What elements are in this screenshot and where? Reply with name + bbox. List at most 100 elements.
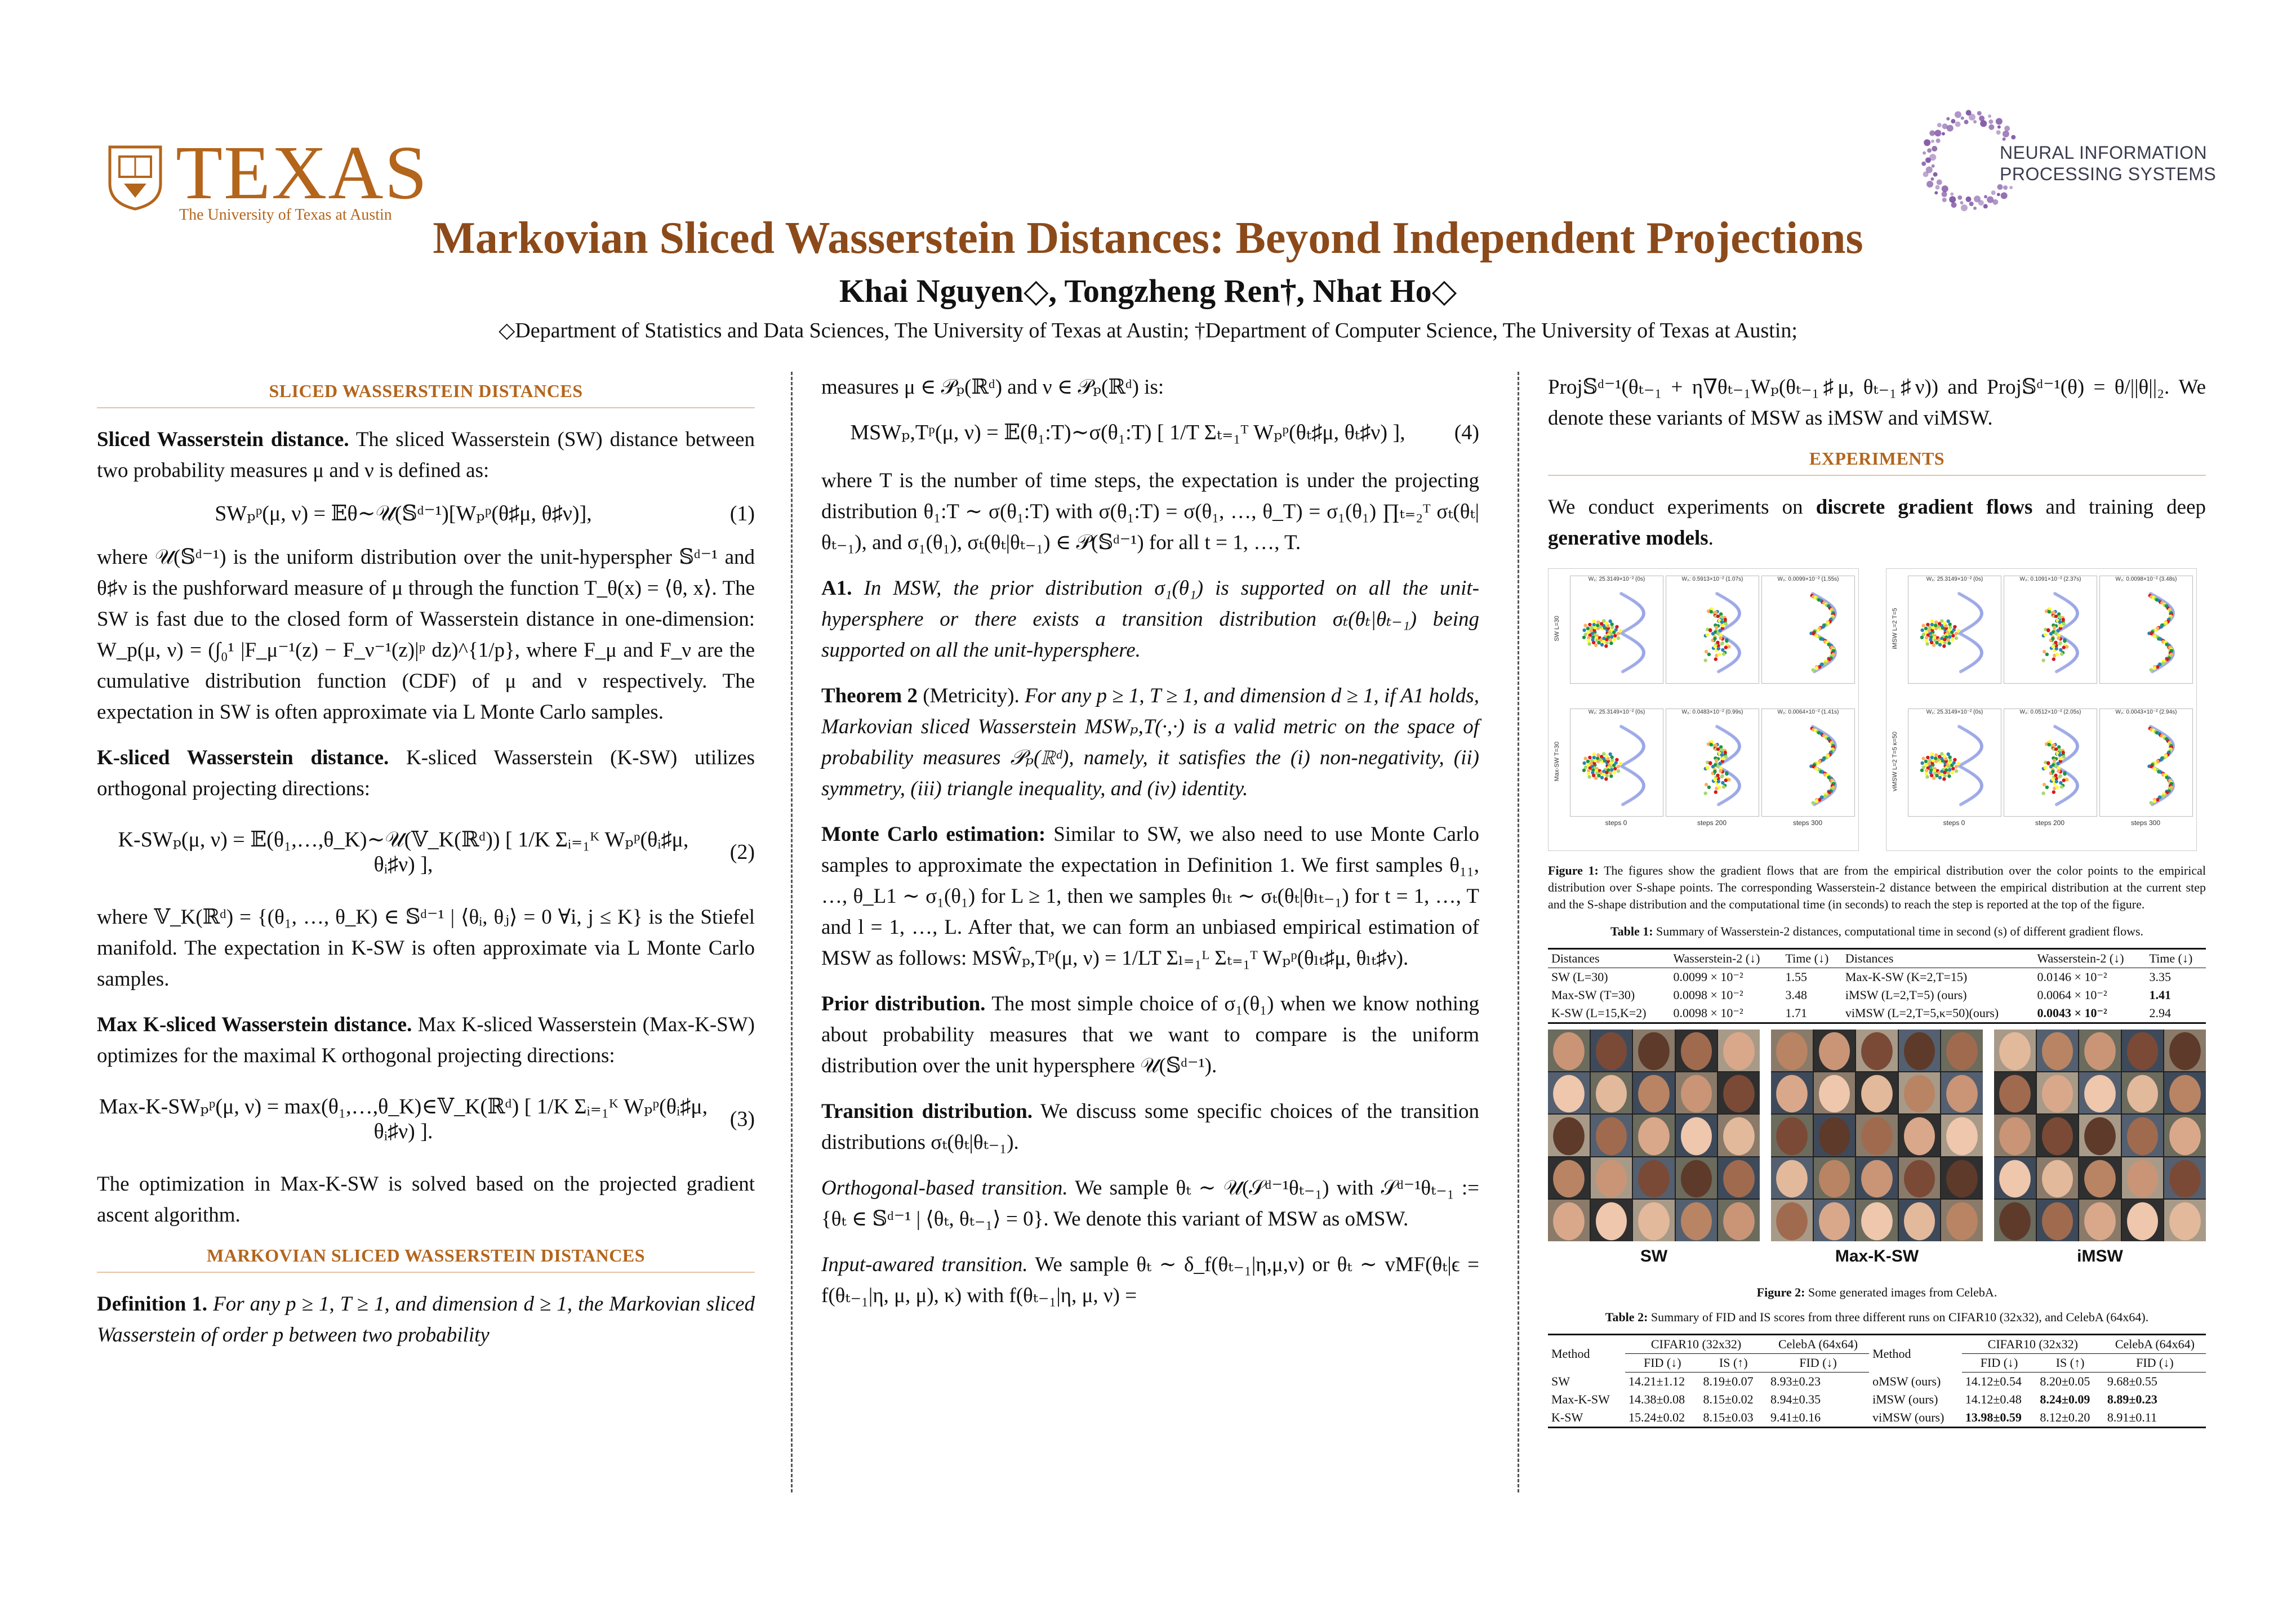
gradient-flow-cell: W₂: 25.3149×10⁻² (0s) <box>1570 708 1663 817</box>
table-header-cell: Wasserstein-2 (↓) <box>2034 948 2146 968</box>
step-label: steps 300 <box>2130 819 2161 827</box>
column-divider-1 <box>791 372 793 1492</box>
table-header-cell: IS (↑) <box>2036 1353 2104 1373</box>
generated-face-image <box>1771 1030 1813 1071</box>
neurips-dot <box>1942 123 1948 130</box>
neurips-dot <box>2002 130 2009 137</box>
table-1: Distances Wasserstein-2 (↓) Time (↓) Distan… <box>1548 948 2206 1024</box>
generated-face-image <box>1675 1072 1717 1114</box>
table-cell: 8.15±0.03 <box>1703 1410 1754 1424</box>
generated-face-image <box>1548 1072 1590 1114</box>
paragraph-text: We sample θₜ ∼ 𝒰(𝒮ᵈ⁻¹θₜ₋₁) with 𝒮ᵈ⁻¹θₜ₋₁… <box>821 1177 1479 1231</box>
table-cell: 8.20±0.05 <box>2040 1374 2090 1388</box>
table-row: Max-SW (T=30) 0.0098 × 10⁻² 3.48 iMSW (L=2,… <box>1548 986 2206 1004</box>
generated-face-image <box>1590 1072 1632 1114</box>
table-cell: SW <box>1551 1374 1570 1388</box>
paragraph-text: where 𝒰(𝕊ᵈ⁻¹) is the uniform distributio… <box>97 546 755 724</box>
texas-wordmark: TEXAS <box>176 131 429 215</box>
neurips-dot <box>1954 111 1961 118</box>
neurips-dot <box>1988 124 1995 130</box>
table-cell: 0.0064 × 10⁻² <box>2037 988 2107 1002</box>
column-1: SLICED WASSERSTEIN DISTANCES Sliced Wass… <box>97 372 755 1365</box>
generated-face-image <box>1548 1200 1590 1241</box>
generated-face-image <box>2164 1200 2206 1241</box>
neurips-dot <box>1979 115 1985 122</box>
generated-face-image <box>1898 1030 1941 1071</box>
generated-face-image <box>1633 1030 1675 1071</box>
paragraph-text: We sample θₜ ∼ δ_f(θₜ₋₁|η,μ,ν) or θₜ ∼ v… <box>821 1253 1479 1307</box>
neurips-dot <box>1937 123 1942 128</box>
cell-title: W₂: 0.0043×10⁻² (2.94s) <box>2115 709 2177 715</box>
equation-body: Max-K-SWₚᵖ(μ, ν) = max(θ₁,…,θ_K)∈𝕍_K(ℝᵈ)… <box>99 1095 708 1143</box>
neurips-dot <box>1997 184 2003 190</box>
generated-face-image <box>1941 1115 1983 1156</box>
generated-face-image <box>2121 1157 2164 1199</box>
table-cell: 9.68±0.55 <box>2107 1374 2157 1388</box>
equation-body: K-SWₚ(μ, ν) = 𝔼(θ₁,…,θ_K)∼𝒰(𝕍_K(ℝᵈ)) [ 1… <box>118 828 689 876</box>
generated-face-image <box>2164 1030 2206 1071</box>
generated-face-image <box>2036 1157 2079 1199</box>
paragraph-heading: Definition 1. <box>97 1293 208 1316</box>
generated-face-image <box>2121 1030 2164 1071</box>
generated-face-image <box>2079 1200 2121 1241</box>
generated-face-image <box>1718 1072 1760 1114</box>
column-divider-2 <box>1518 372 1519 1492</box>
equation: K-SWₚ(μ, ν) = 𝔼(θ₁,…,θ_K)∼𝒰(𝕍_K(ℝᵈ)) [ 1… <box>97 827 755 877</box>
generated-face-image <box>1633 1072 1675 1114</box>
table-cell: 9.41±0.16 <box>1770 1410 1821 1424</box>
neurips-line2: PROCESSING SYSTEMS <box>2000 164 2217 184</box>
generated-face-image <box>1590 1157 1632 1199</box>
paragraph-text: Proj𝕊ᵈ⁻¹(θₜ₋₁ + η∇θₜ₋₁Wₚ(θₜ₋₁♯μ, θₜ₋₁♯ν)… <box>1548 376 2206 430</box>
cell-title: W₂: 25.3149×10⁻² (0s) <box>1926 709 1983 715</box>
neurips-dot <box>1968 114 1975 121</box>
figure-2-caption: Figure 2: Some generated images from Cel… <box>1548 1285 2206 1300</box>
table-header-cell: CelebA (64x64) <box>1767 1334 1870 1354</box>
step-label: steps 0 <box>1605 819 1627 827</box>
generated-face-image <box>1898 1200 1941 1241</box>
paragraph-heading: K-sliced Wasserstein distance. <box>97 746 389 769</box>
neurips-dot <box>1988 114 1992 118</box>
section-heading: MARKOVIAN SLICED WASSERSTEIN DISTANCES <box>97 1245 755 1273</box>
generated-face-image <box>1590 1200 1632 1241</box>
scatter-plot <box>2147 725 2175 806</box>
paragraph: Prior distribution. The most simple choi… <box>821 988 1479 1081</box>
neurips-dot <box>1987 196 1994 203</box>
gradient-flow-panel-group: W₂: 25.3149×10⁻² (0s) W₂: 0.1091×10⁻² (2.… <box>1886 568 2197 851</box>
scatter-plot <box>1703 725 1741 806</box>
generated-face-image <box>2079 1157 2121 1199</box>
paragraph-heading: Input-awared transition. <box>821 1253 1028 1276</box>
table-row: K-SW (L=15,K=2) 0.0098 × 10⁻² 1.71 viMSW (L… <box>1548 1004 2206 1023</box>
theorem: Theorem 2 (Metricity). For any p ≥ 1, T … <box>821 680 1479 804</box>
cell-title: W₂: 25.3149×10⁻² (0s) <box>1588 576 1645 582</box>
generated-face-image <box>1994 1115 2036 1156</box>
neurips-dot <box>1977 111 1982 116</box>
gradient-flow-cell: W₂: 0.0099×10⁻² (1.55s) <box>1761 576 1855 684</box>
paragraph-heading: A1. <box>821 577 852 600</box>
theorem-paren: (Metricity). <box>923 684 1020 707</box>
generated-face-image <box>1994 1200 2036 1241</box>
table-2: Method CIFAR10 (32x32) CelebA (64x64) Metho… <box>1548 1334 2206 1428</box>
table-cell: 2.94 <box>2149 1006 2172 1020</box>
neurips-dot <box>1960 116 1964 120</box>
generated-face-image <box>1813 1072 1856 1114</box>
neurips-dot <box>1924 139 1931 146</box>
neurips-dot <box>1935 138 1941 143</box>
neurips-dot <box>1936 179 1942 185</box>
generated-face-image <box>2164 1072 2206 1114</box>
scatter-plot <box>1809 725 1837 806</box>
table-cell: 0.0146 × 10⁻² <box>2037 970 2107 984</box>
paragraph: We conduct experiments on discrete gradi… <box>1548 492 2206 554</box>
generated-face-image <box>1718 1157 1760 1199</box>
table-cell: SW (L=30) <box>1551 970 1608 984</box>
gradient-flow-cell: W₂: 0.0098×10⁻² (3.48s) <box>2099 576 2193 684</box>
paragraph: Monte Carlo estimation: Similar to SW, w… <box>821 819 1479 974</box>
neurips-dot <box>1934 130 1942 137</box>
face-grid-label: Max-K-SW <box>1835 1247 1919 1265</box>
step-label: steps 300 <box>1792 819 1823 827</box>
neurips-dot <box>1950 192 1954 196</box>
table-cell: 8.94±0.35 <box>1770 1392 1821 1406</box>
paragraph-text: We discuss some specific choices of the … <box>821 1100 1479 1154</box>
paragraph-heading: Transition distribution. <box>821 1100 1033 1123</box>
neurips-dot <box>1931 164 1935 168</box>
generated-face-image <box>1675 1157 1717 1199</box>
